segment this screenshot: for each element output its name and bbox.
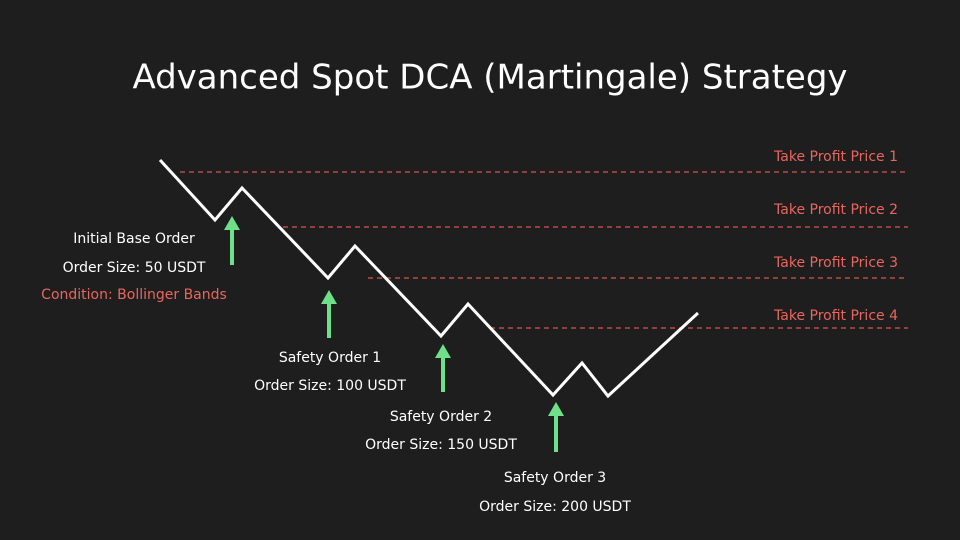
order-title: Initial Base Order — [73, 231, 195, 247]
order-title: Safety Order 1 — [279, 350, 381, 366]
order-condition: Condition: Bollinger Bands — [41, 287, 227, 303]
arrow — [321, 290, 337, 338]
order-size: Order Size: 50 USDT — [63, 260, 206, 276]
arrow — [548, 402, 564, 452]
take-profit-label: Take Profit Price 4 — [773, 308, 898, 324]
title: Advanced Spot DCA (Martingale) Strategy — [132, 58, 847, 98]
take-profit-label: Take Profit Price 1 — [773, 149, 898, 165]
order-size: Order Size: 200 USDT — [479, 499, 631, 515]
order-title: Safety Order 2 — [390, 409, 492, 425]
order-size: Order Size: 100 USDT — [254, 378, 406, 394]
arrow — [224, 216, 240, 265]
take-profit-label: Take Profit Price 3 — [773, 255, 898, 271]
price-path — [158, 158, 700, 399]
order-size: Order Size: 150 USDT — [365, 437, 517, 453]
arrow — [435, 344, 451, 392]
order-title: Safety Order 3 — [504, 470, 606, 486]
take-profit-label: Take Profit Price 2 — [773, 202, 898, 218]
